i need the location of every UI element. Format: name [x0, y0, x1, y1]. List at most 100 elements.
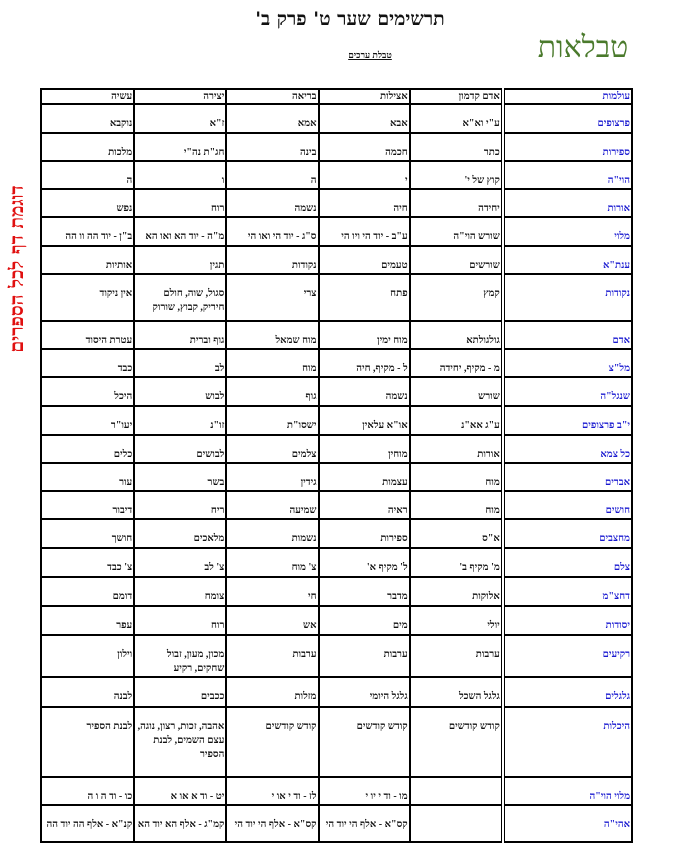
row-header: כל צמא [500, 434, 634, 464]
table-cell: צלמים [225, 434, 320, 464]
table-cell: ספירות [317, 518, 411, 549]
table-cell: ריח [133, 490, 228, 520]
table-cell: מוח [408, 462, 504, 492]
table-cell: רוח [133, 188, 228, 218]
table-cell: מזלות [225, 676, 320, 708]
table-cell: גולגולתא [408, 320, 504, 350]
table-cell: מים [317, 605, 411, 636]
table-cell: אמא [225, 103, 320, 134]
row-header: אדם [500, 320, 634, 350]
page-title: תרשימים שער ט' פרק ב' [255, 8, 445, 30]
table-row: אברים מוח עצמות גידין בשר עור [39, 462, 634, 492]
table-cell: גידין [225, 462, 320, 492]
table-row: מלוי שורש הוי"ה ע"ב - יוד הי ויו הי ס"ג - י… [39, 216, 634, 247]
table-header-row: עולמות אדם קדמון אצילות בריאה יצירה עשיה [39, 88, 634, 105]
table-cell: בשר [133, 462, 228, 492]
values-table: עולמות אדם קדמון אצילות בריאה יצירה עשיה פרצופ… [39, 88, 634, 843]
table-cell: עור [39, 462, 136, 492]
row-header: יסודות [500, 605, 634, 636]
table-cell: אותיות [39, 245, 136, 275]
row-header: היכלות [500, 706, 634, 778]
table-cell: יחידה [408, 188, 504, 218]
table-cell: ישסו"ת [225, 405, 320, 436]
row-header: מלוי [500, 216, 634, 247]
row-header: מלוי הוי"ה [500, 776, 634, 806]
table-cell: ו [133, 160, 228, 190]
table-cell: לב [133, 348, 228, 378]
table-cell: מדבר [317, 576, 411, 607]
table-row: ספירות כתר חכמה בינה חג"ת נה"י מלכות [39, 132, 634, 162]
table-cell: לבושים [133, 434, 228, 464]
row-header: נקודות [500, 273, 634, 322]
table-row: חושים מוח ראיה שמיעה ריח דיבור [39, 490, 634, 520]
column-header: עשיה [39, 88, 136, 105]
table-cell: ב"ן - יוד הה וו הה [39, 216, 136, 247]
table-cell: לז - וד י או י [225, 776, 320, 806]
column-header: בריאה [225, 88, 320, 105]
table-cell: גלגל היומי [317, 676, 411, 708]
logo: טבלאות [537, 30, 629, 65]
table-cell: שורשים [408, 245, 504, 275]
table-row: אהי"ה קס"א - אלף הי יוד הי קס"א - אלף הי י… [39, 804, 634, 843]
table-cell: רוח [133, 605, 228, 636]
table-cell: י [317, 160, 411, 190]
table-cell: גלגל השכל [408, 676, 504, 708]
table-cell: קודש קודשים [408, 706, 504, 778]
table-cell: חיה [317, 188, 411, 218]
table-cell: קודש קודשים [317, 706, 411, 778]
table-cell: גוף וברית [133, 320, 228, 350]
table-cell: קמ"ג - אלף הא יוד הא [133, 804, 228, 843]
table-subtitle: טבלת ערכים [348, 50, 392, 60]
table-cell: קס"א - אלף הי יוד הי [317, 804, 411, 843]
table-cell: קנ"א - אלף הה יוד הה [39, 804, 136, 843]
table-cell: מוחין [317, 434, 411, 464]
row-header: שנגל"ה [500, 376, 634, 407]
table-row: אורות יחידה חיה נשמה רוח נפש [39, 188, 634, 218]
table-row: מלוי הוי"ה מו - וד י יו י לז - וד י או י יט… [39, 776, 634, 806]
row-header: פרצופים [500, 103, 634, 134]
table-cell: צ' מוח [225, 547, 320, 578]
table-cell: מוח ימין [317, 320, 411, 350]
table-row: מל"צ מ - מקיף, יחידה ל - מקיף, חיה מוח לב כבד [39, 348, 634, 378]
table-cell: לבוש [133, 376, 228, 407]
table-row: יסודות יולי מים אש רוח עפר [39, 605, 634, 636]
table-cell: מ' מקיף ב' [408, 547, 504, 578]
table-cell: סגול, שוה, חולם חיריק, קבוץ, שורוק [133, 273, 228, 322]
table-cell: ע"י וא"א [408, 103, 504, 134]
table-cell: היכל [39, 376, 136, 407]
row-header: אהי"ה [500, 804, 634, 843]
row-header: ענת"א [500, 245, 634, 275]
table-row: אדם גולגולתא מוח ימין מוח שמאל גוף וברית עטרת… [39, 320, 634, 350]
table-cell: עצמות [317, 462, 411, 492]
table-cell: דומם [39, 576, 136, 607]
table-cell: ל - מקיף, חיה [317, 348, 411, 378]
table-cell: מכון, מעון, זבול שחקים, רקיע [133, 634, 228, 678]
table-cell: יט - וד א או א [133, 776, 228, 806]
table-row: הוי"ה קוץ של י' י ה ו ה [39, 160, 634, 190]
table-row: י"ב פרצופים ע"ג אא"נ או"א עלאין ישסו"ת זו"נ י… [39, 405, 634, 436]
column-header: אצילות [317, 88, 411, 105]
table-cell: ע"ג אא"נ [408, 405, 504, 436]
table-cell: יעו"ר [39, 405, 136, 436]
table-cell: נשמות [225, 518, 320, 549]
table-cell: מ"ה - יוד הא ואו הא [133, 216, 228, 247]
table-row: פרצופים ע"י וא"א אבא אמא ז"א נוקבא [39, 103, 634, 134]
table-cell: לבנה [39, 676, 136, 708]
table-cell: חושך [39, 518, 136, 549]
table-cell: ראיה [317, 490, 411, 520]
table-cell: ערבות [408, 634, 504, 678]
table-cell: ס"ג - יוד הי ואו הי [225, 216, 320, 247]
table-cell: יולי [408, 605, 504, 636]
table-cell: קמץ [408, 273, 504, 322]
row-header: רקיעים [500, 634, 634, 678]
row-header: צלם [500, 547, 634, 578]
table-cell: אהבה, זכות, רצון, נוגה, עצם השמים, לבנת … [133, 706, 228, 778]
table-cell: מ - מקיף, יחידה [408, 348, 504, 378]
table-cell: לבנת הספיר [39, 706, 136, 778]
column-header: אדם קדמון [408, 88, 504, 105]
table-cell [408, 804, 504, 843]
table-row: מחצבים א"ס ספירות נשמות מלאכים חושך [39, 518, 634, 549]
table-cell: ל' מקיף א' [317, 547, 411, 578]
table-cell: חג"ת נה"י [133, 132, 228, 162]
table-cell: מו - וד י יו י [317, 776, 411, 806]
